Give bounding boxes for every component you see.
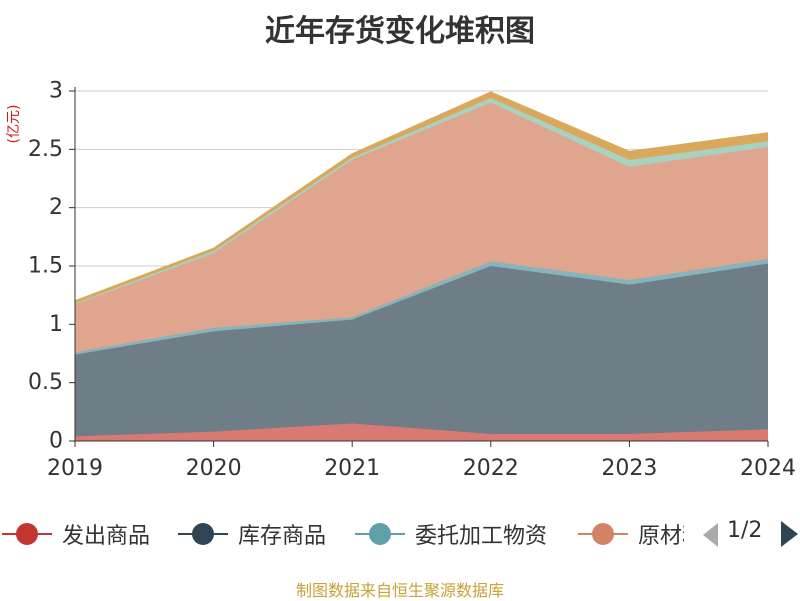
- data-source-note: 制图数据来自恒生聚源数据库: [295, 581, 504, 600]
- x-tick-label: 2019: [47, 456, 103, 481]
- x-tick-label: 2022: [463, 456, 519, 481]
- line-周转材料: [74, 91, 769, 302]
- legend-label: 发出商品: [62, 524, 151, 549]
- legend-next-page-icon[interactable]: [778, 520, 800, 548]
- legend: 发出商品 库存商品 委托加工物资 原材料 1/2: [0, 512, 800, 556]
- legend-page-indicator: 1/2: [727, 518, 763, 543]
- y-tick-labels: 0 0.5 1 1.5 2 2.5 3: [28, 79, 63, 454]
- legend-item[interactable]: 库存商品: [178, 512, 326, 556]
- legend-item[interactable]: 委托加工物资: [355, 512, 547, 556]
- area-在产品: [75, 98, 768, 305]
- area-原材料: [75, 102, 768, 353]
- area-库存商品: [75, 263, 768, 437]
- legend-prev-page-icon[interactable]: [700, 522, 722, 548]
- y-tick-label: 0.5: [28, 370, 63, 395]
- legend-label: 原材料: [638, 524, 684, 549]
- legend-label: 库存商品: [238, 524, 327, 549]
- y-tick-label: 2.5: [28, 137, 63, 162]
- legend-item[interactable]: 原材料: [578, 512, 684, 556]
- y-tick-label: 1: [49, 312, 63, 337]
- legend-swatch-icon: [355, 522, 405, 546]
- legend-swatch-icon: [2, 522, 52, 546]
- y-tick-label: 2: [49, 195, 63, 220]
- series-areas: [74, 91, 769, 441]
- axes: [69, 87, 769, 447]
- x-tick-label: 2021: [324, 456, 380, 481]
- x-tick-labels: 2019 2020 2021 2022 2023 2024: [47, 456, 796, 481]
- x-tick-label: 2020: [186, 456, 242, 481]
- legend-item[interactable]: 发出商品: [2, 512, 150, 556]
- legend-label: 委托加工物资: [415, 524, 548, 549]
- legend-items: 发出商品 库存商品 委托加工物资 原材料: [0, 512, 684, 556]
- y-tick-label: 3: [49, 79, 63, 104]
- x-tick-label: 2023: [601, 456, 657, 481]
- y-tick-label: 1.5: [28, 254, 63, 279]
- x-tick-label: 2024: [740, 456, 796, 481]
- area-发出商品: [75, 423, 768, 441]
- legend-swatch-icon: [178, 522, 228, 546]
- chart-title: 近年存货变化堆积图: [265, 14, 535, 49]
- y-tick-label: 0: [49, 429, 63, 454]
- legend-swatch-icon: [578, 522, 628, 546]
